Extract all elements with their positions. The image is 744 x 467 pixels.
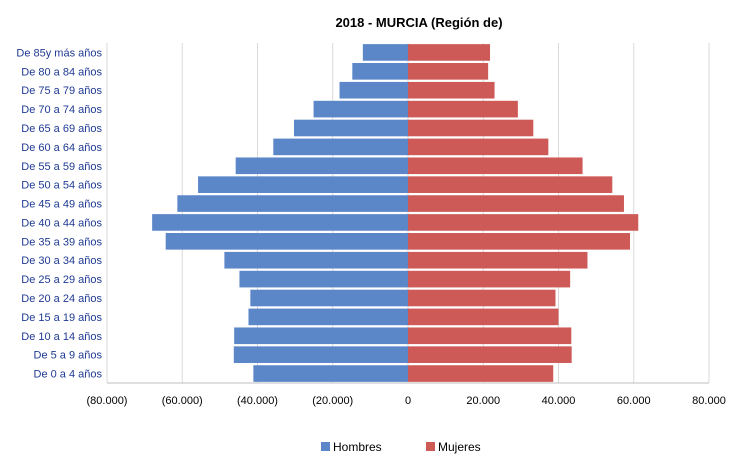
category-label: De 40 a 44 años [21, 217, 102, 229]
x-tick-label: 40.000 [542, 395, 576, 407]
bar-hombres-3 [313, 100, 408, 118]
x-tick-label: 60.000 [617, 395, 651, 407]
x-tick-label: (80.000) [87, 395, 128, 407]
bar-hombres-2 [339, 81, 408, 99]
bar-hombres-4 [293, 119, 408, 137]
category-label: De 50 a 54 años [21, 180, 102, 192]
x-tick-label: (40.000) [237, 395, 278, 407]
bar-hombres-13 [250, 289, 408, 307]
bars [152, 44, 639, 382]
x-tick-label: 0 [405, 395, 411, 407]
category-label: De 60 a 64 años [21, 142, 102, 154]
category-label: De 30 a 34 años [21, 255, 102, 267]
category-label: De 5 a 9 años [34, 350, 103, 362]
bar-hombres-1 [352, 63, 408, 80]
category-label: De 55 a 59 años [21, 161, 102, 173]
category-label: De 80 a 84 años [21, 66, 102, 78]
bar-hombres-8 [177, 195, 408, 212]
chart-title: 2018 - MURCIA (Región de) [335, 15, 502, 30]
bar-mujeres-7 [408, 176, 613, 193]
legend-label-hombres: Hombres [333, 440, 382, 454]
bar-hombres-16 [233, 346, 408, 363]
bar-mujeres-16 [408, 346, 572, 363]
x-tick-label: (60.000) [162, 395, 203, 407]
category-label: De 35 a 39 años [21, 236, 102, 248]
category-label: De 85y más años [16, 47, 102, 59]
x-tick-label: 80.000 [692, 395, 726, 407]
bar-mujeres-0 [408, 44, 491, 61]
bar-mujeres-2 [408, 81, 495, 99]
bar-hombres-0 [362, 44, 408, 61]
bar-hombres-11 [224, 251, 408, 269]
category-label: De 25 a 29 años [21, 274, 102, 286]
category-label: De 70 a 74 años [21, 104, 102, 116]
category-labels: De 85y más años De 80 a 84 años De 75 a 79… [16, 47, 102, 380]
legend-label-mujeres: Mujeres [438, 440, 481, 454]
category-label: De 75 a 79 años [21, 85, 102, 97]
bar-mujeres-9 [408, 214, 639, 231]
bar-hombres-6 [235, 157, 408, 175]
category-label: De 45 a 49 años [21, 199, 102, 211]
legend-swatch-hombres [321, 442, 330, 451]
bar-hombres-17 [253, 365, 408, 382]
bar-hombres-9 [152, 214, 408, 231]
bar-mujeres-4 [408, 119, 534, 137]
bar-mujeres-8 [408, 195, 624, 212]
category-label: De 65 a 69 años [21, 123, 102, 135]
category-label: De 15 a 19 años [21, 312, 102, 324]
bar-mujeres-15 [408, 327, 572, 345]
bar-hombres-14 [248, 308, 408, 326]
bar-mujeres-14 [408, 308, 559, 326]
category-label: De 10 a 14 años [21, 331, 102, 343]
bar-hombres-7 [198, 176, 408, 193]
category-label: De 20 a 24 años [21, 293, 102, 305]
x-tick-labels: (80.000) (60.000) (40.000) (20.000) 0 20.000 4… [87, 395, 726, 407]
bar-hombres-5 [273, 138, 408, 156]
x-tick-label: (20.000) [312, 395, 353, 407]
category-label: De 0 a 4 años [34, 369, 103, 381]
bar-hombres-15 [234, 327, 408, 345]
bar-mujeres-3 [408, 100, 518, 118]
bar-mujeres-17 [408, 365, 554, 382]
bar-mujeres-1 [408, 63, 489, 80]
legend: Hombres Mujeres [321, 440, 481, 454]
bar-mujeres-13 [408, 289, 556, 307]
bar-mujeres-6 [408, 157, 583, 175]
x-tick-label: 20.000 [466, 395, 500, 407]
bar-mujeres-12 [408, 270, 571, 288]
bar-mujeres-11 [408, 251, 588, 269]
gridlines [106, 43, 710, 384]
legend-swatch-mujeres [426, 442, 435, 451]
bar-hombres-12 [239, 270, 408, 288]
bar-mujeres-10 [408, 233, 630, 250]
bar-hombres-10 [165, 233, 408, 250]
bar-mujeres-5 [408, 138, 549, 156]
